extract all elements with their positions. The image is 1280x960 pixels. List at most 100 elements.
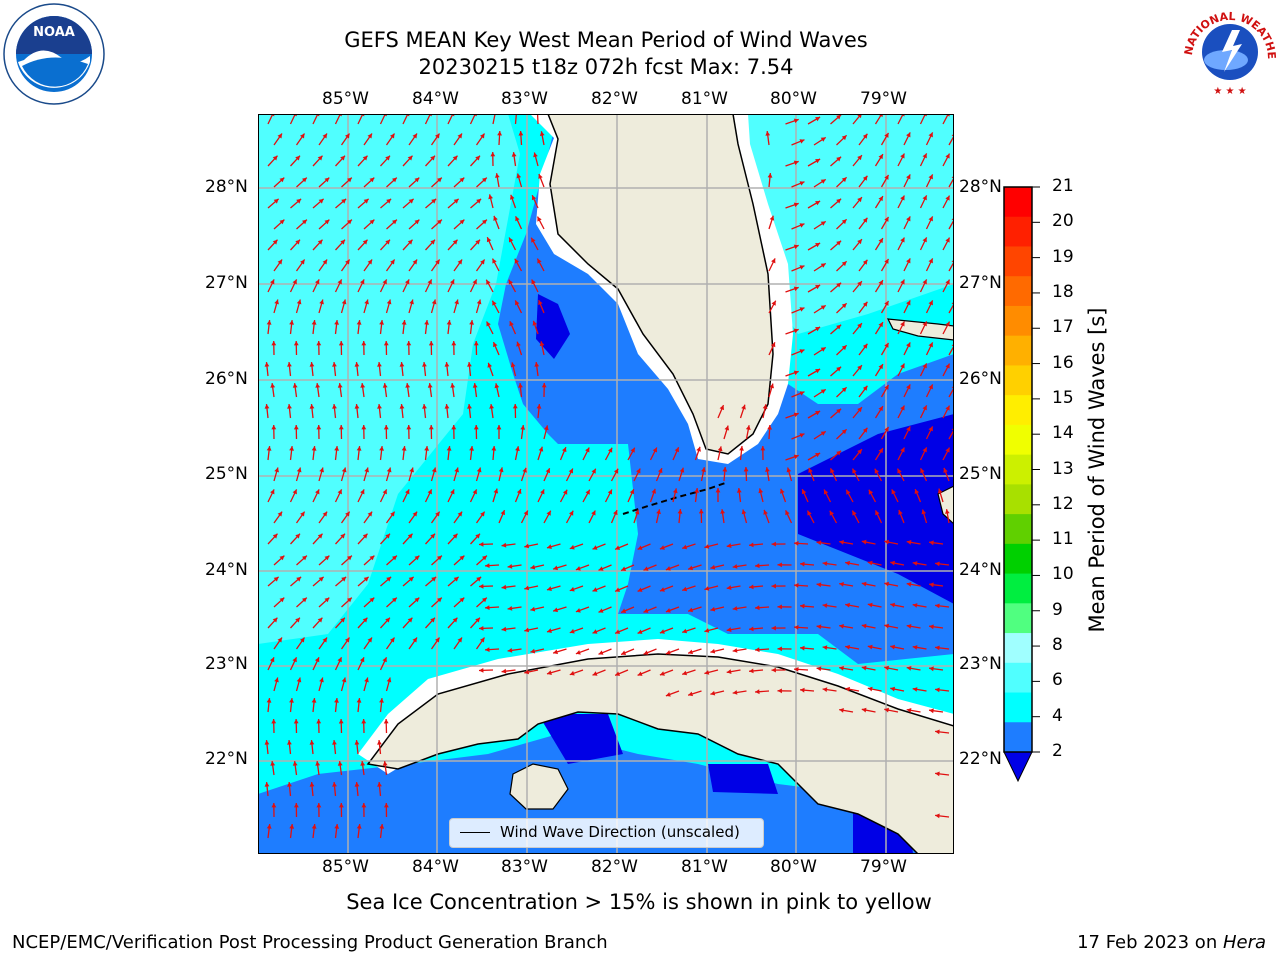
legend-label: Wind Wave Direction (unscaled) [500, 823, 740, 841]
wave-direction-arrowhead [530, 648, 536, 654]
wave-direction-arrowhead [533, 152, 538, 158]
wave-direction-arrowhead [777, 646, 782, 652]
wave-direction-arrowhead [453, 198, 459, 204]
wave-direction-arrowhead [296, 576, 302, 582]
lon-label-top: 79°W [860, 89, 907, 109]
wave-direction-arrowhead [945, 405, 950, 411]
wave-direction-arrowhead [745, 425, 751, 430]
wave-direction-arrowhead [414, 597, 420, 603]
wave-direction-arrowhead [836, 282, 842, 288]
land-grand-bahama [886, 318, 954, 341]
wave-direction-arrowhead [367, 133, 372, 139]
wave-direction-arrowhead [621, 650, 627, 655]
wave-direction-arrowhead [469, 320, 474, 325]
wave-direction-arrowhead [629, 489, 635, 495]
wave-direction-arrowhead [412, 133, 417, 139]
wave-direction-arrowhead [677, 509, 683, 514]
wave-direction-arrowhead [446, 446, 452, 451]
lon-label-bottom: 83°W [501, 857, 548, 877]
wave-direction-arrowhead [427, 279, 432, 285]
wave-direction-arrowhead [459, 555, 465, 561]
wave-direction-arrowhead [277, 259, 283, 265]
wave-direction-arrowhead [322, 637, 327, 643]
wave-direction-arrowhead [822, 645, 828, 650]
wave-direction-arrowhead [518, 131, 524, 136]
wave-direction-arrowhead [272, 533, 278, 539]
wave-direction-arrowhead [292, 489, 297, 495]
wave-direction-arrowhead [377, 782, 382, 787]
wave-direction-arrowhead [815, 369, 821, 374]
wave-direction-arrowhead [884, 258, 889, 264]
wave-direction-arrowhead [839, 624, 844, 629]
wave-direction-arrowhead [643, 608, 649, 613]
wave-direction-arrowhead [315, 383, 321, 388]
wave-direction-arrowhead [332, 362, 337, 367]
wave-direction-arrowhead [501, 542, 507, 548]
wave-direction-arrowhead [767, 425, 772, 430]
wave-direction-arrowhead [820, 431, 826, 436]
wave-direction-arrowhead [868, 489, 874, 495]
band-2-4-south [258, 734, 954, 854]
wave-direction-arrowhead [385, 617, 390, 623]
wave-direction-arrowhead [302, 555, 307, 561]
wave-direction-arrowhead [682, 628, 688, 634]
wave-direction-arrowhead [884, 384, 889, 390]
wave-direction-arrowhead [274, 467, 279, 473]
wave-direction-arrowhead [857, 239, 862, 245]
wave-direction-arrowhead [392, 597, 397, 603]
wave-direction-arrowhead [475, 239, 480, 245]
wave-direction-arrowhead [511, 152, 517, 157]
wave-direction-arrowhead [467, 404, 472, 409]
wave-direction-arrowhead [480, 511, 485, 517]
wave-direction-arrowhead [793, 202, 799, 208]
wave-direction-arrowhead [900, 363, 905, 369]
wave-direction-arrowhead [704, 586, 710, 591]
wave-direction-arrowhead [294, 803, 299, 808]
wave-direction-arrowhead [839, 582, 844, 587]
wave-direction-arrowhead [755, 563, 760, 569]
wave-direction-arrowhead [292, 761, 298, 766]
wave-direction-arrowhead [309, 740, 315, 745]
wave-direction-arrowhead [359, 657, 365, 663]
wave-direction-arrowhead [771, 300, 776, 306]
wave-direction-arrowhead [302, 597, 307, 603]
wave-direction-arrowhead [482, 597, 487, 603]
chart-subtitle: 20230215 t18z 072h fcst Max: 7.54 [418, 55, 794, 79]
colorbar-segment [1004, 424, 1032, 456]
wave-direction-arrowhead [741, 509, 747, 515]
wave-direction-arrowhead [337, 279, 342, 285]
wave-direction-arrowhead [575, 608, 581, 613]
wave-direction-arrowhead [412, 511, 418, 517]
wave-direction-arrowhead [799, 139, 805, 144]
wave-direction-arrowhead [900, 195, 905, 201]
wave-direction-arrowhead [615, 671, 621, 676]
wave-direction-arrowhead [591, 510, 596, 516]
wave-direction-arrowhead [520, 425, 526, 430]
wave-direction-arrowhead [615, 629, 621, 634]
lat-label-left: 24°N [205, 560, 248, 580]
wave-direction-arrowhead [878, 238, 883, 244]
colorbar-tick-label: 13 [1052, 458, 1074, 479]
wave-direction-arrowhead [717, 446, 723, 452]
wave-direction-arrowhead [382, 657, 387, 663]
wave-direction-arrowhead [710, 606, 716, 612]
wave-direction-arrowhead [615, 587, 621, 592]
wave-direction-arrowhead [379, 320, 384, 325]
wave-direction-arrowhead [912, 561, 918, 566]
wave-direction-arrowhead [862, 259, 868, 265]
wave-direction-arrowhead [473, 425, 479, 430]
wave-direction-arrowhead [928, 258, 933, 264]
colorbar-segment [1004, 305, 1032, 337]
wave-direction-arrowhead [512, 404, 518, 409]
lon-label-top: 80°W [770, 89, 817, 109]
wave-direction-arrowhead [912, 603, 918, 608]
wave-direction-arrowhead [340, 239, 345, 245]
wave-direction-arrowhead [347, 219, 352, 225]
wave-direction-arrowhead [509, 321, 514, 327]
colorbar-segment [1004, 395, 1032, 426]
wave-direction-arrowhead [575, 566, 581, 571]
colorbar-tick-label: 11 [1052, 529, 1074, 550]
wave-direction-arrowhead [743, 467, 749, 472]
lat-label-right: 27°N [959, 273, 1002, 293]
wave-direction-arrowhead [347, 555, 352, 561]
